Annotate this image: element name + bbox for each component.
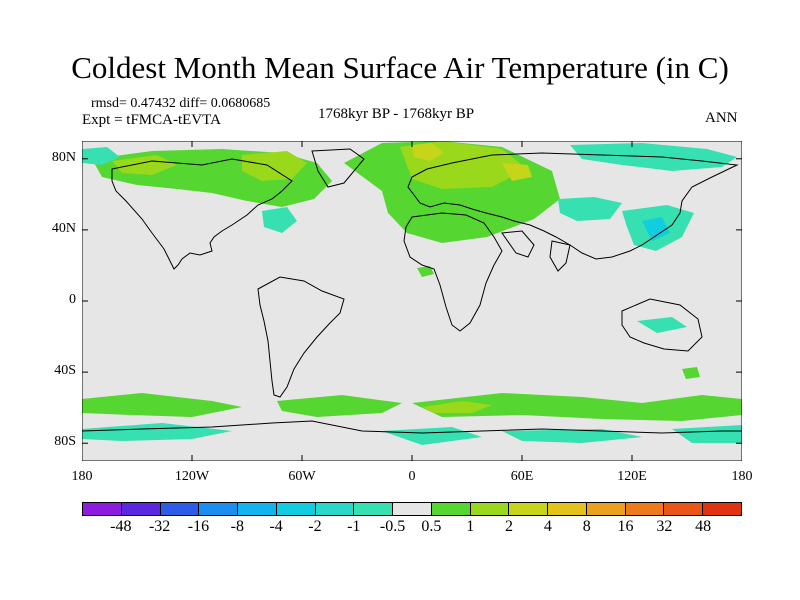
colorbar-label: 2 (505, 518, 514, 535)
anomaly-region (112, 155, 177, 175)
coastline (403, 212, 503, 332)
colorbar-label: 48 (695, 518, 712, 535)
colorbar-label: -8 (230, 518, 244, 535)
anomaly-region (82, 393, 242, 417)
x-tick-label: 180 (731, 469, 753, 484)
colorbar (82, 502, 742, 516)
colorbar-swatch (703, 503, 742, 515)
colorbar-label: -0.5 (379, 518, 406, 535)
colorbar-label: 16 (617, 518, 634, 535)
coastline (311, 148, 365, 188)
stats-label: rmsd= 0.47432 diff= 0.0680685 (91, 96, 271, 111)
y-tick-label: 0 (69, 292, 76, 307)
y-tick-label: 80S (54, 434, 76, 450)
colorbar-swatch (664, 503, 704, 515)
coastline (549, 240, 571, 272)
y-tick-label: 80N (51, 149, 76, 165)
coastline (621, 298, 703, 352)
coastline (501, 230, 535, 258)
anomaly-region (637, 317, 687, 333)
anomaly-region (277, 395, 402, 417)
colorbar-label: -4 (269, 518, 283, 535)
coastline (407, 152, 739, 260)
x-tick-label: 0 (408, 469, 416, 484)
x-tick-label: 60W (288, 469, 316, 484)
colorbar-swatch (315, 503, 355, 515)
coastlines (82, 148, 742, 434)
colorbar-label: 0.5 (421, 518, 442, 535)
y-tick-label: 40S (54, 363, 76, 379)
season-label: ANN (705, 110, 738, 126)
colorbar-swatch (470, 503, 510, 515)
colorbar-label: -2 (308, 518, 322, 535)
anomaly-region (412, 393, 742, 421)
x-tick-label: 60E (510, 469, 534, 484)
period-label: 1768kyr BP - 1768kyr BP (318, 106, 475, 122)
temperature-map (82, 141, 742, 461)
coastline (111, 158, 293, 270)
colorbar-swatch (393, 503, 432, 515)
anomaly-region (412, 143, 444, 161)
colorbar-swatch (160, 503, 200, 515)
anomaly-region (502, 429, 642, 443)
x-tick-label: 120E (617, 469, 647, 484)
anomaly-region (502, 163, 532, 181)
x-tick-label: 180 (71, 469, 93, 484)
colorbar-swatch (586, 503, 626, 515)
anomaly-region (672, 425, 742, 443)
axis-ticks (82, 141, 742, 461)
y-tick-label: 40N (51, 220, 76, 236)
colorbar-label: 32 (656, 518, 673, 535)
colorbar-swatch (354, 503, 394, 515)
colorbar-swatch (548, 503, 587, 515)
anomaly-region (642, 217, 670, 241)
colorbar-label: -48 (110, 518, 132, 535)
anomaly-region (558, 197, 622, 221)
coastline (257, 276, 345, 398)
colorbar-swatch (431, 503, 471, 515)
anomaly-field (82, 141, 742, 445)
colorbar-label: -1 (347, 518, 361, 535)
anomaly-region (262, 207, 297, 233)
colorbar-label: -16 (187, 518, 210, 535)
coastline (82, 420, 742, 434)
anomaly-region (682, 367, 700, 379)
colorbar-swatch (276, 503, 316, 515)
colorbar-swatch (121, 503, 161, 515)
colorbar-label: 8 (582, 518, 591, 535)
colorbar-swatch (199, 503, 239, 515)
colorbar-label: 4 (543, 518, 552, 535)
colorbar-label: -32 (148, 518, 171, 535)
anomaly-region (422, 401, 492, 413)
anomaly-region (417, 266, 434, 277)
colorbar-label: 1 (466, 518, 475, 535)
colorbar-swatch (509, 503, 549, 515)
colorbar-swatch (83, 503, 122, 515)
colorbar-swatch (238, 503, 277, 515)
experiment-label: Expt = tFMCA-tEVTA (82, 112, 221, 128)
anomaly-region (242, 151, 307, 181)
x-tick-label: 120W (174, 469, 210, 484)
chart-title: Coldest Month Mean Surface Air Temperatu… (71, 50, 729, 85)
colorbar-swatch (625, 503, 665, 515)
anomaly-region (82, 147, 120, 165)
